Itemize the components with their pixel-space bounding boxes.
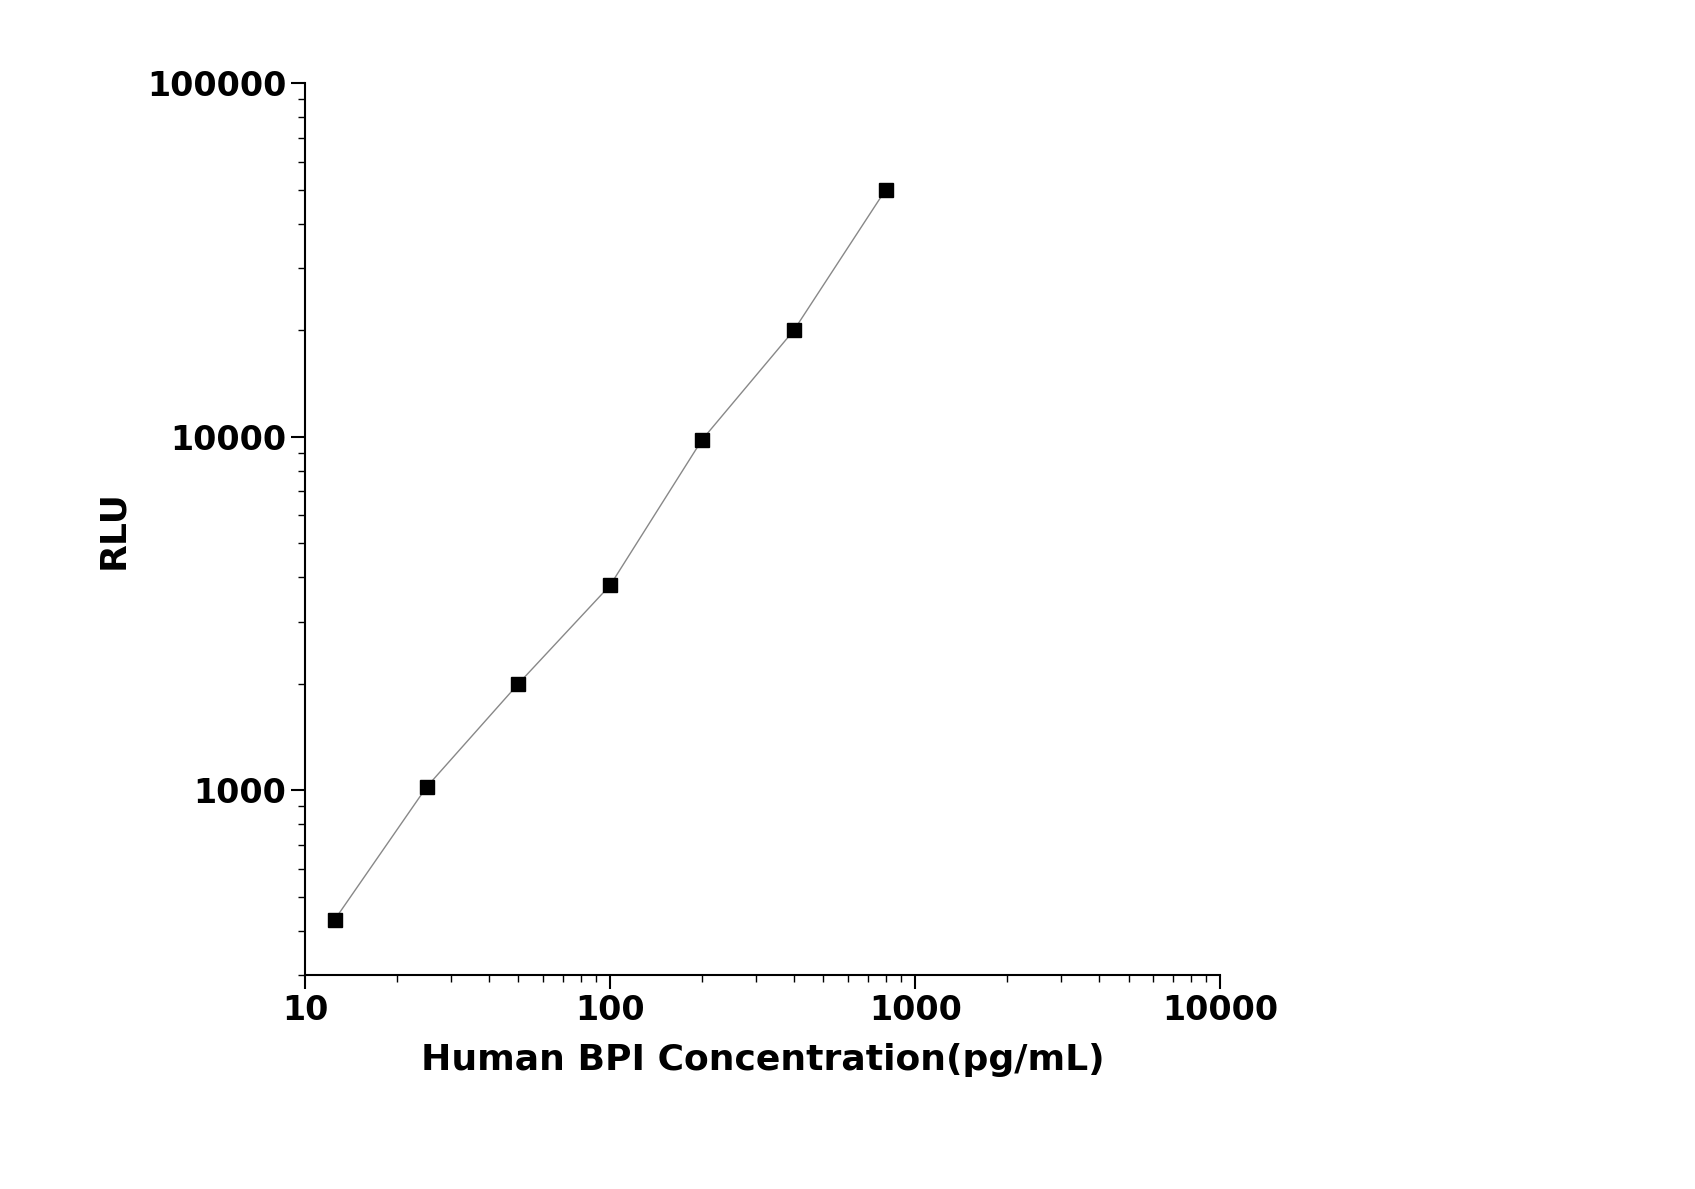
Y-axis label: RLU: RLU — [97, 490, 131, 568]
X-axis label: Human BPI Concentration(pg/mL): Human BPI Concentration(pg/mL) — [420, 1044, 1105, 1077]
